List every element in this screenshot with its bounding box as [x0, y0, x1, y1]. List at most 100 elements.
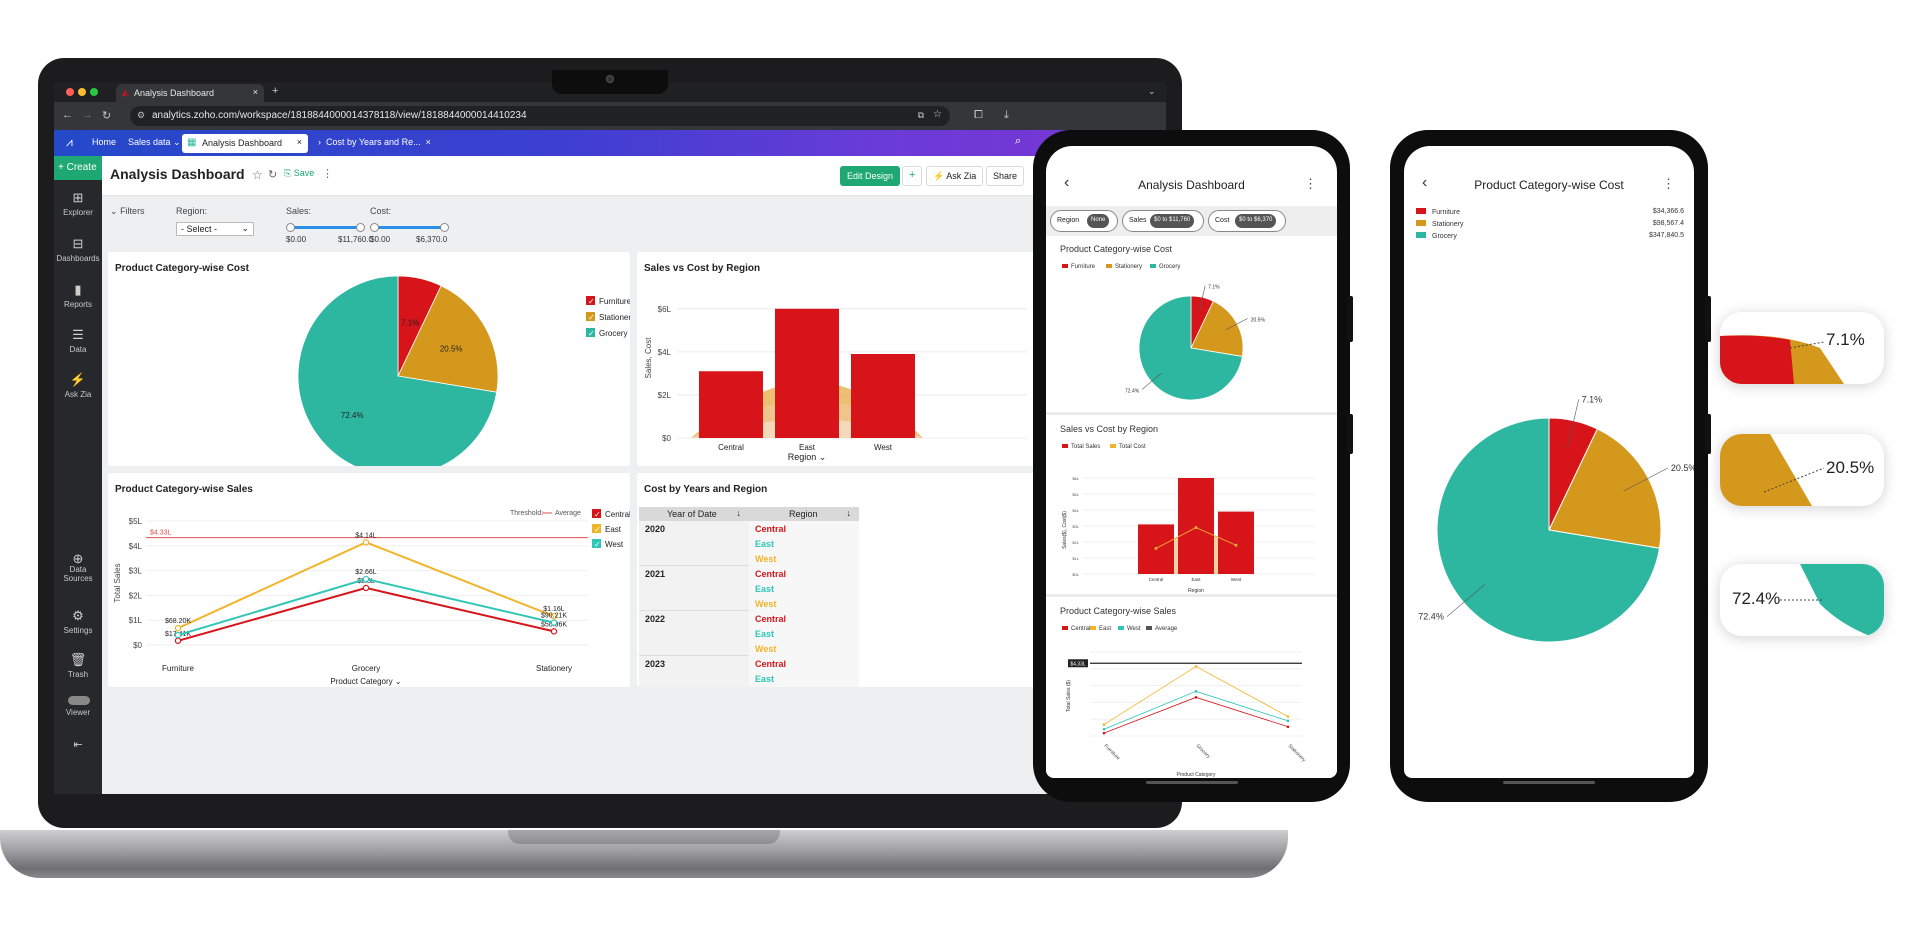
pivot-region-cell: West: [749, 551, 859, 566]
nav-tab-cost-by-years[interactable]: › Cost by Years and Re... ×: [318, 137, 431, 147]
more-options-icon[interactable]: ⋮: [322, 168, 333, 180]
phone-side-button: [1705, 296, 1711, 342]
minimize-window-dot[interactable]: [78, 88, 86, 96]
sidebar-item-settings[interactable]: ⚙ Settings: [54, 608, 102, 635]
pie-slice-label: 7.1%: [401, 318, 419, 327]
open-external-icon[interactable]: ⧉: [917, 110, 924, 120]
sidebar-item-viewer[interactable]: Viewer: [54, 696, 102, 717]
sidebar-item-ask-zia[interactable]: ⚡ Ask Zia: [54, 372, 102, 399]
phone-region-filter-pill[interactable]: Region None: [1050, 210, 1118, 232]
address-bar[interactable]: ⚙ analytics.zoho.com/workspace/181884400…: [130, 106, 950, 126]
create-button[interactable]: + Create: [54, 156, 102, 180]
sidebar-item-explorer[interactable]: ⊞ Explorer: [54, 190, 102, 217]
sales-slider-max-handle[interactable]: [356, 223, 365, 232]
nav-tab-analysis-dashboard[interactable]: ▦ Analysis Dashboard ×: [182, 134, 308, 153]
back-chevron-icon[interactable]: ‹: [1064, 174, 1070, 191]
phone-side-button: [1347, 296, 1353, 342]
close-tab-icon[interactable]: ×: [252, 87, 258, 97]
new-tab-icon[interactable]: +: [272, 85, 279, 97]
site-info-icon[interactable]: ⚙: [137, 110, 146, 120]
callout-percentage: 72.4%: [1732, 589, 1781, 608]
edit-design-button[interactable]: Edit Design: [840, 166, 901, 186]
col-header-year[interactable]: Year of Date ↓: [639, 507, 749, 521]
refresh-icon[interactable]: ↻: [268, 169, 278, 181]
add-widget-icon[interactable]: +: [902, 166, 923, 186]
region-select[interactable]: - Select - ⌄: [176, 222, 254, 236]
cost-slider-max-handle[interactable]: [440, 223, 449, 232]
legend-label: Furniture: [1071, 264, 1096, 270]
cost-point: [1194, 526, 1198, 530]
sales-slider-min-handle[interactable]: [286, 223, 295, 232]
data-point: [362, 539, 370, 546]
back-chevron-icon[interactable]: ‹: [1422, 174, 1428, 191]
sidebar-item-label: Viewer: [65, 708, 91, 717]
phone-sales-filter-pill[interactable]: Sales $0 to $11,760: [1122, 210, 1204, 232]
search-icon[interactable]: ⌕: [1015, 135, 1022, 147]
data-label: $1.16L: [543, 606, 565, 613]
legend-row: Furniture $34,366.6: [1416, 208, 1684, 219]
more-options-icon[interactable]: ⋮: [1304, 176, 1317, 191]
close-nav-tab-icon[interactable]: ×: [296, 137, 302, 147]
y-tick-label: $2L: [129, 591, 143, 600]
sidebar-item-dashboards[interactable]: ⊟ Dashboards: [54, 236, 102, 263]
phone-cost-filter-pill[interactable]: Cost $0 to $6,370: [1208, 210, 1286, 232]
extensions-icon[interactable]: ⧠: [974, 109, 983, 121]
x-tick-label: Central: [1149, 577, 1164, 582]
maximize-window-dot[interactable]: [90, 88, 98, 96]
x-tick-label: East: [799, 443, 816, 452]
legend-checkbox-central: [592, 509, 601, 518]
reload-icon[interactable]: ↻: [102, 110, 112, 122]
sales-slider-track[interactable]: [290, 226, 360, 229]
save-icon: ⎘: [284, 168, 292, 178]
x-axis-label: Product Category ⌄: [330, 677, 401, 686]
legend-checkbox-west: [592, 539, 601, 548]
phone-home-indicator[interactable]: [1146, 781, 1238, 784]
sort-desc-icon[interactable]: ↓: [736, 508, 742, 518]
more-options-icon[interactable]: ⋮: [1662, 176, 1675, 191]
zoho-analytics-logo-icon[interactable]: ⩘: [66, 135, 73, 149]
share-button[interactable]: Share: [986, 166, 1025, 186]
tab-menu-icon[interactable]: ⌄: [1148, 86, 1156, 96]
bookmark-star-icon[interactable]: ☆: [933, 109, 942, 120]
legend-label: East: [605, 525, 622, 534]
sidebar-item-data-sources[interactable]: ⊕ Data Sources: [54, 552, 102, 583]
y-tick-label: $6L: [1072, 476, 1079, 481]
chevron-down-icon: ⌄: [241, 223, 249, 233]
nav-home[interactable]: Home: [92, 137, 117, 147]
data-point: [550, 628, 558, 635]
forward-icon[interactable]: →: [82, 109, 93, 121]
cost-slider-track[interactable]: [374, 226, 444, 229]
phone-bar-section: Sales vs Cost by Region Total Sales Total…: [1046, 418, 1337, 597]
filters-toggle[interactable]: ⌄ Filters: [110, 206, 145, 217]
legend-label: East: [1099, 626, 1111, 632]
viewer-toggle[interactable]: [68, 696, 90, 705]
back-icon[interactable]: ←: [62, 109, 73, 121]
phone-home-indicator[interactable]: [1503, 781, 1595, 784]
sidebar-item-reports[interactable]: ▮ Reports: [54, 282, 102, 309]
favorite-star-icon[interactable]: ☆: [252, 168, 263, 182]
pie-chart-card: Product Category-wise Cost 7.1% 20.5% 72.4…: [108, 252, 630, 466]
legend-label: Central: [605, 510, 630, 519]
save-button[interactable]: ⎘ Save: [284, 168, 314, 179]
pivot-year-cell: 2022: [639, 611, 749, 656]
cost-slider-min-handle[interactable]: [370, 223, 379, 232]
x-tick-label: Stationery: [536, 664, 572, 673]
ask-zia-button[interactable]: ⚡ Ask Zia: [926, 166, 984, 186]
col-header-region[interactable]: Region ↓: [749, 507, 859, 521]
collapse-sidebar-icon[interactable]: ⇤: [73, 739, 83, 751]
browser-tab[interactable]: ◭ Analysis Dashboard ×: [116, 84, 264, 102]
sidebar-item-trash[interactable]: 🗑 Trash: [54, 652, 102, 679]
download-icon[interactable]: ⤓: [1004, 109, 1009, 121]
zia-icon: ⚡: [933, 171, 945, 181]
sort-desc-icon[interactable]: ↓: [846, 508, 852, 518]
chevron-right-icon: ›: [318, 137, 321, 147]
data-point: [1102, 727, 1106, 731]
pivot-region-cell: East: [749, 581, 859, 596]
y-tick-label: $4L: [129, 542, 143, 551]
bar-chart-card: Sales vs Cost by Region $0 $2L $4L $6L Sales…: [637, 252, 1037, 466]
sidebar-item-label: Trash: [67, 670, 89, 679]
nav-sales-data[interactable]: Sales data ⌄: [128, 137, 181, 148]
close-second-tab-icon[interactable]: ×: [425, 137, 431, 147]
sidebar-item-data[interactable]: ☰ Data: [54, 327, 102, 354]
close-window-dot[interactable]: [66, 88, 74, 96]
